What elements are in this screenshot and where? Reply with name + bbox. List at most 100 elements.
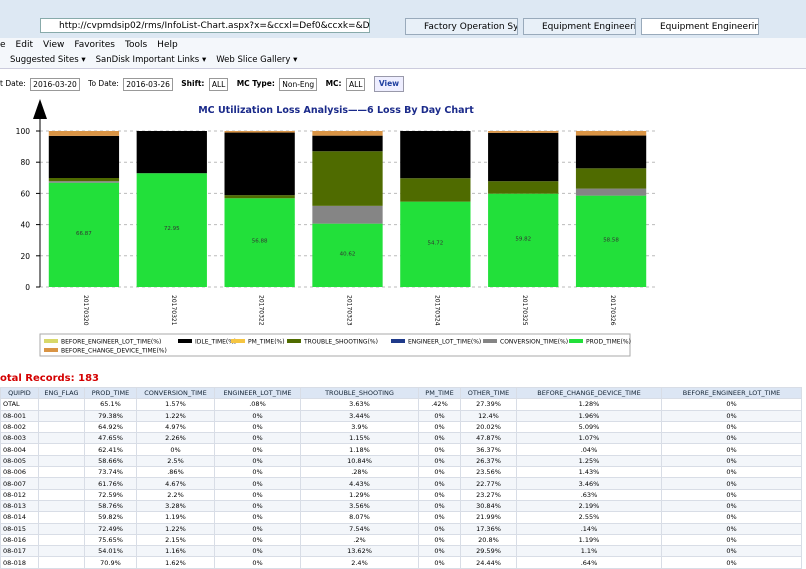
date-input[interactable]: 2016-03-20 (30, 77, 80, 91)
value-cell: 1.29% (300, 488, 419, 501)
value-cell: 2.26% (136, 432, 215, 445)
record-count: otal Records: 183 (0, 373, 99, 384)
eng-flag-cell (38, 488, 85, 501)
value-cell: 0% (661, 533, 802, 547)
value-cell: 2.55% (516, 511, 662, 524)
menu-item[interactable]: View (42, 40, 65, 50)
value-cell: 0% (214, 420, 301, 434)
table-row: 08-014 59.82% 1.19% 0% 8.07% 0% 21.99% 2.55% 0% (0, 511, 802, 524)
value-cell: 1.43% (516, 466, 662, 479)
bar-segment (575, 131, 647, 136)
value-cell: 20.02% (460, 420, 517, 434)
eng-flag-cell (38, 420, 85, 434)
value-cell: 3.56% (300, 499, 419, 513)
column-header: QUIPID (0, 386, 39, 400)
value-cell: 12.4% (460, 409, 517, 422)
tab[interactable]: Equipment Engineering R... (523, 18, 636, 35)
bar-segment (488, 132, 559, 182)
value-cell: 27.39% (460, 398, 517, 411)
value-cell: .63% (516, 488, 662, 501)
view-button[interactable]: View (373, 76, 405, 92)
table-row: 08-004 62.41% 0% 0% 1.18% 0% 36.37% .04% 0% (0, 443, 802, 456)
value-cell: 64.92% (84, 420, 137, 434)
data-label: 56.88 (252, 239, 268, 245)
equip-cell: 08-016 (0, 533, 39, 547)
x-tick-label: 20170325 (521, 295, 528, 326)
value-cell: 17.36% (460, 522, 517, 535)
value-cell: 1.19% (516, 533, 662, 547)
menu-item[interactable]: Tools (125, 40, 148, 50)
value-cell: 1.16% (136, 545, 215, 558)
value-cell: .28% (300, 466, 419, 479)
value-cell: 2.4% (300, 556, 419, 569)
value-cell: 0% (214, 545, 301, 558)
value-cell: 2.15% (136, 533, 215, 547)
equip-cell: 08-007 (0, 477, 39, 490)
equip-cell: 08-018 (0, 556, 39, 569)
label: MC Type: (236, 79, 275, 88)
value-cell: 4.67% (136, 477, 215, 490)
value-cell: 79.38% (84, 409, 137, 422)
value-cell: 3.46% (516, 477, 662, 490)
select[interactable]: ALL (208, 77, 229, 91)
value-cell: 58.76% (84, 499, 137, 513)
date-input[interactable]: 2016-03-26 (123, 77, 173, 91)
menu-bar: e Edit View Favorites Tools Help (0, 38, 806, 52)
bar-segment (48, 181, 120, 183)
data-label: 58.58 (603, 237, 619, 243)
x-tick-label: 20170323 (346, 295, 353, 326)
value-cell: 7.54% (300, 522, 419, 535)
value-cell: 0% (214, 443, 301, 456)
favorite-link[interactable]: Web Slice Gallery ▾ (216, 55, 298, 65)
eng-flag-cell (38, 499, 85, 513)
menu-item[interactable]: Help (157, 40, 178, 50)
select[interactable]: Non-Eng (279, 77, 318, 91)
address-bar[interactable]: http://cvpmdsip02/rms/InfoList-Chart.asp… (40, 18, 370, 33)
select[interactable]: ALL (345, 77, 366, 91)
y-tick-label: 80 (20, 158, 30, 167)
value-cell: 0% (661, 443, 802, 456)
label: t Date: (0, 79, 26, 88)
y-tick-label: 0 (25, 283, 30, 292)
menu-item[interactable]: Favorites (74, 40, 115, 50)
value-cell: .86% (136, 466, 215, 479)
eng-flag-cell (38, 454, 85, 468)
value-cell: 3.63% (300, 398, 419, 411)
legend-swatch (391, 339, 405, 343)
value-cell: 4.43% (300, 477, 419, 490)
value-cell: 0% (214, 556, 301, 569)
value-cell: 5.09% (516, 420, 662, 434)
table-row: 08-018 70.9% 1.62% 0% 2.4% 0% 24.44% .64% 0% (0, 556, 802, 569)
axis-arrow (33, 99, 47, 119)
table-row: 08-003 47.65% 2.26% 0% 1.15% 0% 47.87% 1.07% 0% (0, 432, 802, 445)
value-cell: 0% (418, 533, 461, 547)
value-cell: 0% (214, 432, 301, 445)
value-cell: 0% (661, 545, 802, 558)
table-row: 08-006 73.74% .86% 0% .28% 0% 23.56% 1.43% 0% (0, 466, 802, 479)
value-cell: 20.8% (460, 533, 517, 547)
equip-cell: 08-014 (0, 511, 39, 524)
x-tick-label: 20170320 (82, 295, 89, 326)
column-header: BEFORE_ENGINEER_LOT_TIME (661, 386, 802, 400)
favorite-link[interactable]: SanDisk Important Links ▾ (95, 55, 207, 65)
tab[interactable]: Factory Operation System (405, 18, 518, 35)
menu-item[interactable]: Edit (15, 40, 33, 50)
tab-active[interactable]: Equipment Engineering... (641, 18, 759, 35)
value-cell: 72.49% (84, 522, 137, 535)
value-cell: 1.96% (516, 409, 662, 422)
bar-segment (488, 181, 559, 194)
menu-item[interactable]: e (0, 40, 6, 50)
favorite-link[interactable]: Suggested Sites ▾ (10, 55, 86, 65)
value-cell: 54.01% (84, 545, 137, 558)
legend-swatch (231, 339, 245, 343)
value-cell: 73.74% (84, 466, 137, 479)
value-cell: 0% (661, 499, 802, 513)
x-tick-label: 20170322 (258, 295, 265, 326)
value-cell: 0% (661, 432, 802, 445)
value-cell: 1.25% (516, 454, 662, 468)
eng-flag-cell (38, 466, 85, 479)
title-bar (0, 0, 806, 18)
label: MC: (325, 79, 342, 88)
value-cell: 0% (661, 454, 802, 468)
value-cell: 3.28% (136, 499, 215, 513)
